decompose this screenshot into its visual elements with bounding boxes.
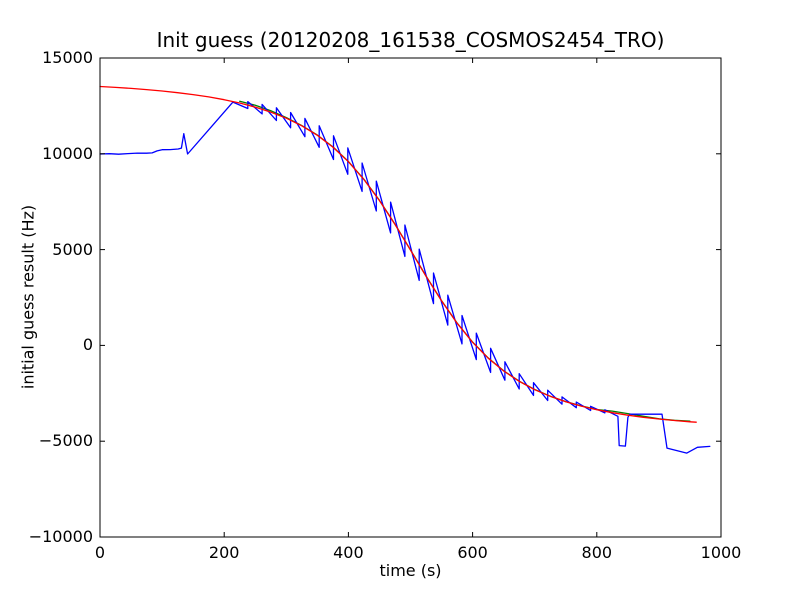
plot-title: Init guess (20120208_161538_COSMOS2454_T… (156, 28, 665, 52)
y-tick-label: 0 (82, 335, 93, 355)
x-tick-label: 0 (94, 543, 106, 562)
y-tick-label: −5000 (38, 431, 93, 451)
x-tick-label: 800 (581, 543, 613, 562)
y-tick-label: 10000 (42, 143, 93, 163)
plot-frame (99, 57, 722, 538)
series-model-fit-red (99, 85, 697, 423)
series-initial-guess-measured-blue (99, 100, 711, 454)
y-tick-label: 15000 (42, 48, 93, 67)
x-tick-label: 200 (208, 543, 240, 562)
x-tick-label: 400 (333, 543, 364, 562)
x-tick-label: 1000 (700, 543, 742, 562)
y-tick-label: 5000 (52, 239, 93, 259)
x-axis-label: time (s) (379, 561, 442, 580)
series-overlay-fit-green (239, 100, 691, 422)
y-tick-label: −10000 (28, 527, 93, 546)
x-tick-label: 600 (457, 543, 488, 562)
